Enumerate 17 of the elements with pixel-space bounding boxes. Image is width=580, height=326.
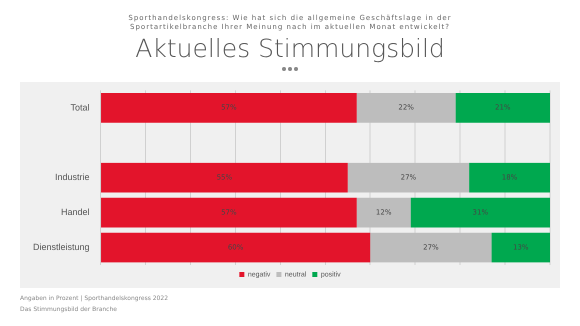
chart-title: Aktuelles Stimmungsbild [134, 34, 446, 63]
bar [101, 162, 348, 193]
y-tick-label: Total [70, 102, 90, 112]
bar [410, 198, 550, 228]
y-tick-label: Industrie [55, 172, 90, 182]
bar [101, 232, 370, 262]
bar [101, 93, 357, 123]
bar [469, 162, 550, 193]
bar [348, 162, 470, 193]
bar [101, 198, 357, 228]
bar [370, 232, 492, 262]
bar [456, 93, 550, 123]
bar [492, 232, 550, 262]
y-tick-label: Dienstleistung [33, 242, 90, 252]
y-tick-label: Handel [61, 207, 90, 218]
bar [356, 93, 456, 123]
bar [356, 198, 411, 228]
